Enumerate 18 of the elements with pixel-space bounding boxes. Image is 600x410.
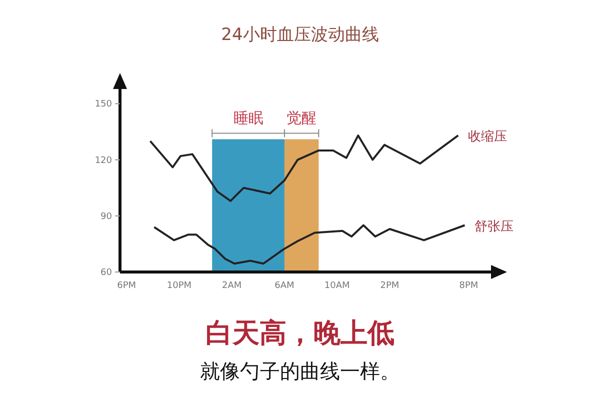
x-tick-label: 10PM <box>166 281 192 291</box>
y-tick-label: 90 <box>100 212 112 222</box>
y-tick-label: 120 <box>94 156 112 166</box>
band-label: 睡眠 <box>233 109 264 128</box>
x-tick-label: 6AM <box>274 281 294 291</box>
x-tick-label: 10AM <box>324 281 350 291</box>
chart-title: 24小时血压波动曲线 <box>221 25 379 45</box>
x-tick-label: 2PM <box>380 281 400 291</box>
y-tick-label: 150 <box>94 100 112 110</box>
x-tick-label: 2AM <box>222 281 242 291</box>
series-label: 收缩压 <box>468 129 508 144</box>
text: 白天高，晚上低 <box>206 318 394 349</box>
band-label: 觉醒 <box>286 109 317 128</box>
series-label: 舒张压 <box>474 219 514 234</box>
x-tick-label: 8PM <box>459 281 478 291</box>
x-tick-label: 6PM <box>117 281 136 291</box>
text: 就像勺子的曲线一样。 <box>200 359 400 383</box>
y-tick-label: 60 <box>100 268 112 278</box>
